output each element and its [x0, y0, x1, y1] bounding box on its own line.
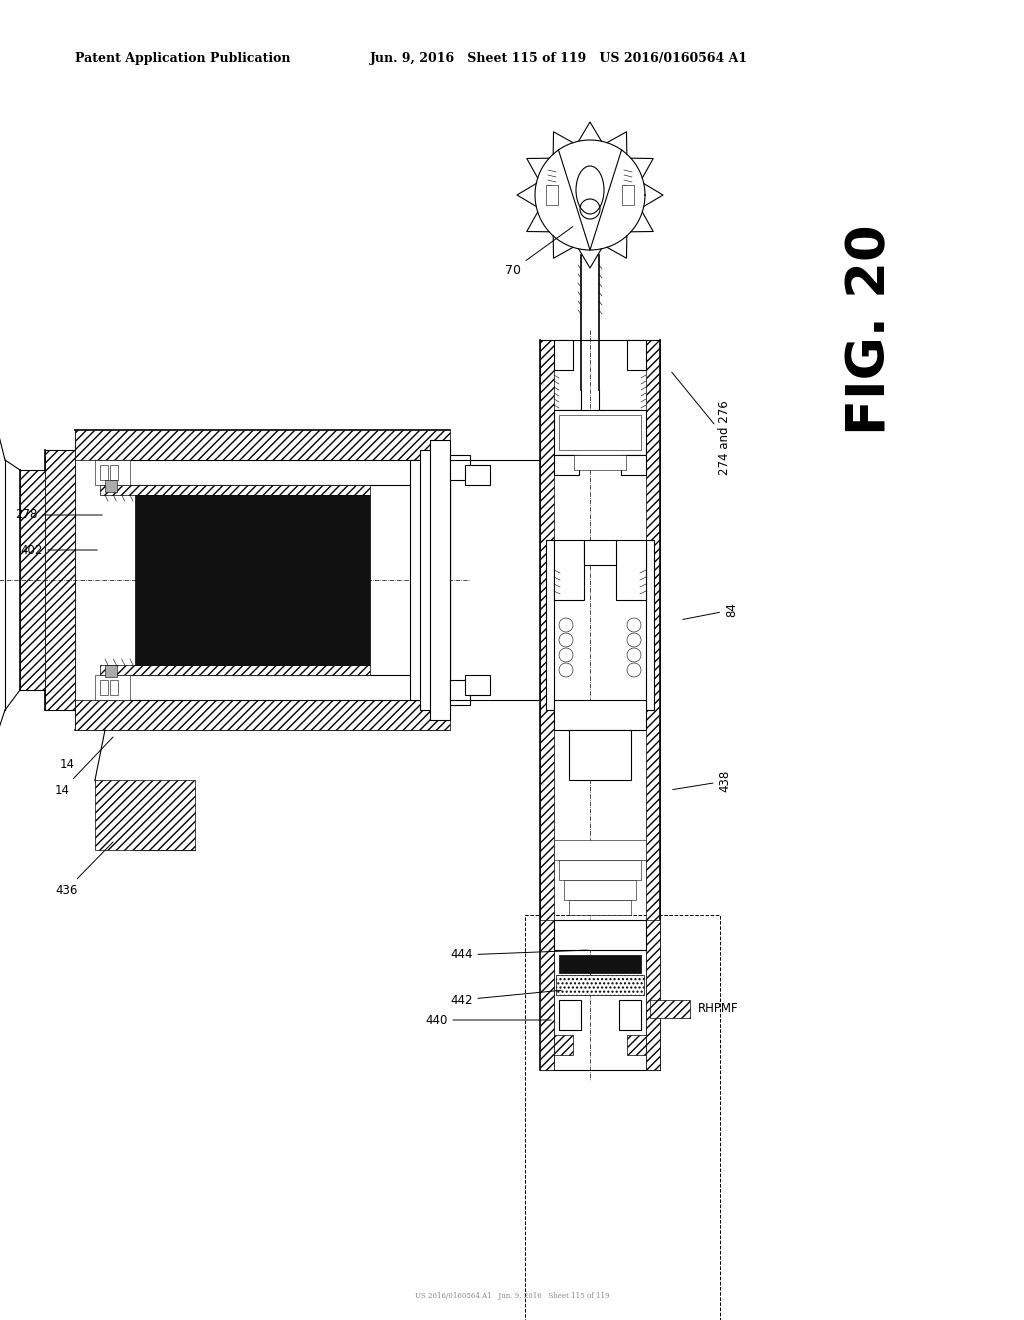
Bar	[105, 665, 117, 677]
Text: 436: 436	[55, 842, 113, 896]
Bar	[627, 1035, 646, 1055]
Bar	[540, 341, 554, 1071]
Text: 84: 84	[683, 602, 738, 619]
Bar	[75, 700, 450, 730]
Text: 274 and 276: 274 and 276	[672, 372, 731, 475]
Bar	[554, 920, 646, 950]
Bar	[618, 1001, 641, 1030]
Bar	[559, 954, 641, 973]
Text: Jun. 9, 2016   Sheet 115 of 119   US 2016/0160564 A1: Jun. 9, 2016 Sheet 115 of 119 US 2016/01…	[370, 51, 749, 65]
Bar	[554, 411, 646, 455]
Text: US 2016/0160564 A1   Jun. 9, 2016   Sheet 115 of 119: US 2016/0160564 A1 Jun. 9, 2016 Sheet 11…	[415, 1292, 609, 1300]
Text: Patent Application Publication: Patent Application Publication	[75, 51, 291, 65]
Bar	[110, 465, 118, 480]
Bar	[75, 430, 450, 459]
Bar	[554, 540, 584, 601]
Bar	[646, 920, 660, 1071]
Bar	[100, 465, 108, 480]
Bar	[559, 861, 641, 880]
Text: FIG. 20: FIG. 20	[844, 224, 896, 436]
Text: RHPMF: RHPMF	[698, 1002, 738, 1015]
Text: 442: 442	[450, 990, 561, 1006]
Text: 14: 14	[55, 737, 113, 796]
Bar	[554, 1035, 573, 1055]
Text: 278: 278	[15, 508, 102, 521]
Bar	[95, 459, 130, 484]
Bar	[540, 920, 554, 1071]
Bar	[45, 450, 75, 710]
Bar	[559, 414, 641, 450]
Ellipse shape	[575, 166, 604, 214]
Bar	[420, 450, 450, 710]
Bar	[627, 341, 646, 370]
Text: 402: 402	[20, 544, 97, 557]
Bar	[621, 455, 646, 475]
Bar	[546, 540, 554, 710]
Bar	[20, 470, 45, 690]
Bar	[569, 730, 631, 780]
Bar	[554, 455, 579, 475]
Bar	[564, 880, 636, 900]
Bar	[450, 680, 470, 705]
Bar	[465, 465, 490, 484]
Bar	[546, 185, 558, 205]
Text: 14: 14	[60, 759, 75, 771]
Bar	[559, 1001, 581, 1030]
Bar	[95, 675, 130, 700]
Bar	[430, 440, 450, 719]
Bar	[646, 540, 654, 710]
Bar	[650, 1001, 690, 1018]
Text: 440: 440	[425, 1014, 551, 1027]
Bar	[100, 484, 370, 495]
Text: 444: 444	[450, 949, 587, 961]
Bar	[525, 915, 720, 1320]
Bar	[584, 540, 616, 565]
Bar	[554, 700, 646, 730]
Bar	[556, 975, 644, 995]
Bar	[574, 455, 626, 470]
Bar	[450, 455, 470, 480]
Bar	[554, 840, 646, 861]
Bar	[646, 341, 660, 1071]
Bar	[100, 680, 108, 696]
Bar	[616, 540, 646, 601]
Bar	[622, 185, 634, 205]
Bar	[569, 900, 631, 915]
Bar	[465, 675, 490, 696]
Bar	[105, 480, 117, 492]
Bar	[410, 459, 450, 700]
Bar	[100, 665, 370, 675]
Bar	[554, 341, 573, 370]
Text: 438: 438	[673, 770, 731, 792]
Bar	[95, 780, 195, 850]
Text: 70: 70	[505, 227, 572, 276]
Bar	[110, 680, 118, 696]
Bar	[135, 495, 370, 665]
